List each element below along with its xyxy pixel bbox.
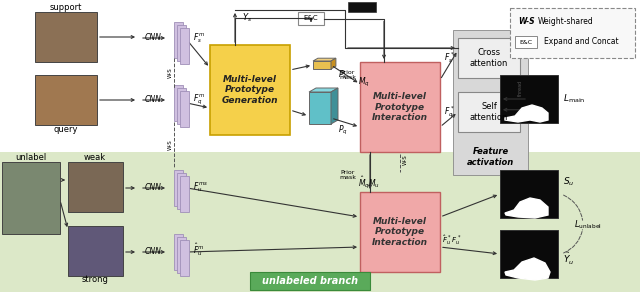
Text: $\hat{Y}_u$: $\hat{Y}_u$ xyxy=(563,251,574,267)
Polygon shape xyxy=(173,85,182,121)
Text: W-S: W-S xyxy=(168,140,173,150)
Polygon shape xyxy=(360,192,440,272)
Polygon shape xyxy=(309,88,338,92)
Polygon shape xyxy=(250,272,370,290)
Polygon shape xyxy=(2,162,60,234)
Polygon shape xyxy=(173,234,182,270)
Polygon shape xyxy=(210,45,290,135)
Polygon shape xyxy=(68,162,123,212)
Polygon shape xyxy=(68,226,123,276)
Text: Self
attention: Self attention xyxy=(470,102,508,122)
Polygon shape xyxy=(500,75,558,123)
Text: Multi-level
Prototype
Generation: Multi-level Prototype Generation xyxy=(221,75,278,105)
Polygon shape xyxy=(505,105,548,122)
Text: $\hat{F}_u^*\,F_u^*$: $\hat{F}_u^*\,F_u^*$ xyxy=(442,233,461,247)
Polygon shape xyxy=(179,240,189,276)
Text: weak: weak xyxy=(84,152,106,161)
Text: Prior
mask: Prior mask xyxy=(339,69,356,80)
Text: W-S: W-S xyxy=(168,68,173,78)
Polygon shape xyxy=(510,8,635,58)
Polygon shape xyxy=(179,91,189,127)
Text: unlabeled branch: unlabeled branch xyxy=(262,276,358,286)
Polygon shape xyxy=(35,75,97,125)
Polygon shape xyxy=(0,152,640,292)
Text: Multi-level
Prototype
Interaction: Multi-level Prototype Interaction xyxy=(372,217,428,247)
Text: CNN: CNN xyxy=(145,248,161,256)
Text: Cross
attention: Cross attention xyxy=(470,48,508,68)
Text: $\hat{M}_qM_u$: $\hat{M}_qM_u$ xyxy=(358,175,380,191)
Text: CNN: CNN xyxy=(145,183,161,192)
Polygon shape xyxy=(453,30,528,175)
Polygon shape xyxy=(515,36,537,48)
Polygon shape xyxy=(500,170,558,218)
Polygon shape xyxy=(505,198,548,218)
Text: W-S: W-S xyxy=(518,18,534,27)
Text: $F_q^m$: $F_q^m$ xyxy=(193,93,205,107)
Polygon shape xyxy=(173,170,182,206)
Polygon shape xyxy=(360,62,440,152)
Text: $L_{\mathrm{main}}$: $L_{\mathrm{main}}$ xyxy=(563,93,586,105)
Text: $S_u$: $S_u$ xyxy=(563,176,575,188)
Text: query: query xyxy=(54,126,78,135)
Polygon shape xyxy=(331,58,336,69)
Polygon shape xyxy=(458,38,520,78)
Text: support: support xyxy=(50,4,82,13)
Polygon shape xyxy=(177,173,186,209)
Text: $F_u^{ms}$: $F_u^{ms}$ xyxy=(193,180,208,194)
Polygon shape xyxy=(309,92,331,124)
Text: $L_{\mathrm{unlabel}}$: $L_{\mathrm{unlabel}}$ xyxy=(574,219,602,231)
Text: thread: thread xyxy=(518,80,522,96)
Polygon shape xyxy=(179,28,189,64)
Text: $P_s$: $P_s$ xyxy=(338,69,348,81)
Polygon shape xyxy=(348,2,376,12)
Polygon shape xyxy=(177,25,186,61)
Text: Feature
activation: Feature activation xyxy=(467,147,514,167)
Polygon shape xyxy=(35,12,97,62)
Text: $Y_s$: $Y_s$ xyxy=(242,12,252,24)
Text: $P_q$: $P_q$ xyxy=(338,124,348,137)
Polygon shape xyxy=(458,92,520,132)
Polygon shape xyxy=(313,61,331,69)
Polygon shape xyxy=(331,88,338,124)
Polygon shape xyxy=(505,258,550,280)
Text: $F_q^*$: $F_q^*$ xyxy=(444,104,455,120)
Text: $M_q$: $M_q$ xyxy=(358,75,370,88)
Polygon shape xyxy=(500,230,558,278)
Polygon shape xyxy=(173,22,182,58)
Polygon shape xyxy=(177,88,186,124)
Text: E&C: E&C xyxy=(520,39,532,44)
Text: W-S: W-S xyxy=(403,155,408,165)
Text: $\hat{F}_u^m$: $\hat{F}_u^m$ xyxy=(193,241,204,258)
Text: unlabel: unlabel xyxy=(15,154,47,163)
Text: E&C: E&C xyxy=(304,15,318,22)
Polygon shape xyxy=(512,78,528,92)
Text: Multi-level
Prototype
Interaction: Multi-level Prototype Interaction xyxy=(372,92,428,122)
Text: strong: strong xyxy=(81,275,108,284)
Polygon shape xyxy=(177,237,186,273)
Text: Weight-shared: Weight-shared xyxy=(538,18,594,27)
Text: Prior
mask: Prior mask xyxy=(339,170,356,180)
Text: CNN: CNN xyxy=(145,34,161,43)
Text: $F_s^m$: $F_s^m$ xyxy=(193,31,205,45)
Text: CNN: CNN xyxy=(145,95,161,105)
Polygon shape xyxy=(298,12,324,25)
Text: $F_s^*$: $F_s^*$ xyxy=(444,51,455,65)
Text: Expand and Concat: Expand and Concat xyxy=(544,37,619,46)
Polygon shape xyxy=(179,176,189,212)
Polygon shape xyxy=(313,58,336,61)
